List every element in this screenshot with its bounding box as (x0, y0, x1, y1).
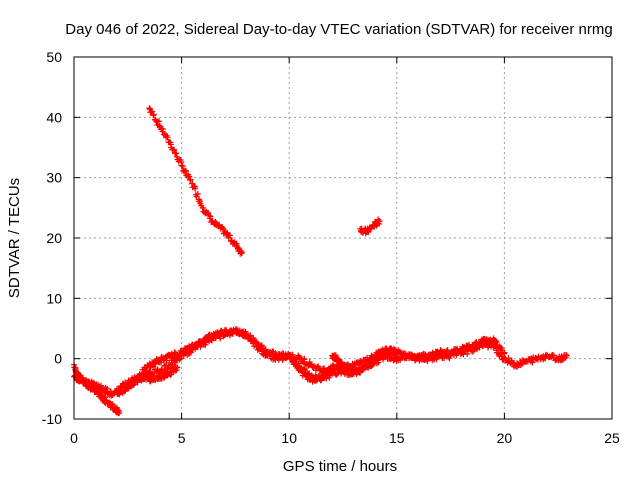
data-point (391, 346, 398, 353)
data-point (563, 352, 570, 359)
data-point (238, 250, 245, 257)
data-point (393, 349, 400, 356)
data-point (396, 348, 403, 355)
data-point (148, 108, 155, 115)
data-point (116, 409, 123, 416)
data-point (125, 384, 132, 391)
data-point (261, 347, 268, 354)
x-tick-label: 10 (281, 430, 297, 446)
data-point (501, 349, 508, 356)
x-axis-label: GPS time / hours (283, 458, 397, 475)
data-point (493, 338, 500, 345)
data-point (357, 369, 364, 376)
data-point (306, 358, 313, 365)
y-tick-label: 40 (46, 109, 62, 125)
x-tick-label: 25 (604, 430, 620, 446)
data-point (550, 352, 557, 359)
data-points (71, 105, 570, 417)
data-point (203, 339, 210, 346)
data-point (205, 210, 212, 217)
y-tick-label: 10 (46, 290, 62, 306)
data-point (226, 232, 233, 239)
data-point (233, 240, 240, 247)
data-point (242, 328, 249, 335)
data-point (194, 190, 201, 197)
y-tick-label: 50 (46, 49, 62, 65)
data-point (362, 364, 369, 371)
data-point (155, 122, 162, 129)
x-tick-label: 20 (497, 430, 513, 446)
x-tick-label: 15 (389, 430, 405, 446)
y-tick-label: 30 (46, 170, 62, 186)
data-point (359, 362, 366, 369)
data-point (159, 125, 166, 132)
data-point (171, 146, 178, 153)
data-point (365, 229, 372, 236)
data-point (160, 374, 167, 381)
y-tick-label: 0 (54, 351, 62, 367)
y-axis-label: SDTVAR / TECUs (6, 178, 23, 298)
data-point (146, 105, 153, 112)
data-point (212, 219, 219, 226)
series-arc-late-c (329, 345, 400, 371)
data-point (207, 213, 214, 220)
y-tick-label: 20 (46, 230, 62, 246)
x-tick-label: 0 (70, 430, 78, 446)
chart-title: Day 046 of 2022, Sidereal Day-to-day VTE… (65, 21, 612, 38)
x-tick-label: 5 (178, 430, 186, 446)
data-point (401, 350, 408, 357)
data-point (324, 369, 331, 376)
series-arc-short (357, 216, 383, 237)
data-point (192, 185, 199, 192)
data-point (174, 364, 181, 371)
data-point (431, 353, 438, 360)
data-point (186, 173, 193, 180)
data-point (289, 355, 296, 362)
data-point (326, 374, 333, 381)
data-point (563, 351, 570, 358)
data-point (301, 370, 308, 377)
data-point (187, 176, 194, 183)
data-point (164, 134, 171, 141)
data-point (173, 150, 180, 157)
data-point (376, 218, 383, 225)
axis-ticks (73, 56, 613, 420)
series-arc-mid-loop (124, 364, 181, 391)
data-point (444, 347, 451, 354)
data-point (461, 346, 468, 353)
data-point (252, 339, 259, 346)
data-point (191, 183, 198, 190)
data-point (150, 111, 157, 118)
y-tick-label: -10 (42, 411, 62, 427)
series-arc-high-decreasing (146, 105, 245, 257)
data-point (177, 355, 184, 362)
data-point (492, 337, 499, 344)
data-point (301, 356, 308, 363)
axis-tick-labels: 0 5 10 15 20 25 -10 0 10 20 30 40 50 (42, 49, 620, 446)
